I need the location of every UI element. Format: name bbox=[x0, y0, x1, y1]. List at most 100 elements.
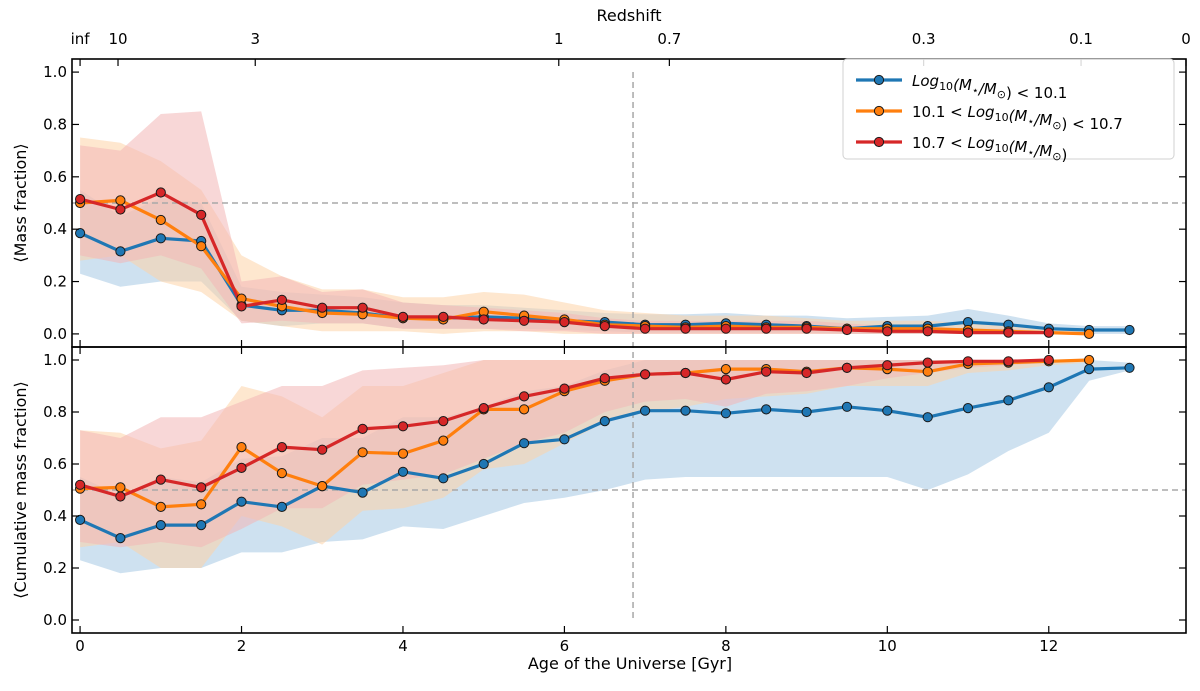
xtick-label: 0 bbox=[75, 637, 85, 655]
bottom-point-series-3 bbox=[599, 373, 610, 384]
bottom-ytick-label: 0.8 bbox=[43, 403, 67, 421]
bottom-point-series-3 bbox=[397, 421, 409, 432]
bottom-point-series-1 bbox=[1043, 382, 1054, 393]
top-point-series-3 bbox=[317, 302, 328, 313]
bottom-point-series-1 bbox=[599, 416, 610, 427]
bottom-point-series-1 bbox=[761, 404, 772, 415]
bottom-ytick-label: 0.6 bbox=[43, 455, 67, 473]
bottom-point-series-2 bbox=[155, 501, 166, 512]
bottom-point-series-2 bbox=[276, 468, 287, 479]
top-ytick-label: 0.6 bbox=[43, 168, 67, 186]
top-point-series-3 bbox=[801, 323, 812, 334]
bottom-point-series-2 bbox=[357, 447, 368, 458]
bottom-point-series-3 bbox=[640, 369, 651, 380]
bottom-point-series-1 bbox=[236, 496, 247, 507]
bottom-point-series-3 bbox=[559, 383, 570, 394]
top-ytick-label: 0.4 bbox=[43, 220, 67, 238]
top-point-series-3 bbox=[962, 327, 974, 338]
top-point-series-1 bbox=[115, 246, 126, 257]
top-band-series-3 bbox=[80, 111, 1049, 334]
bottom-point-series-2 bbox=[397, 448, 409, 459]
bottom-point-series-3 bbox=[196, 482, 207, 493]
legend-marker-series-2 bbox=[873, 105, 885, 117]
bottom-point-series-1 bbox=[155, 520, 166, 531]
x-axis-label: Age of the Universe [Gyr] bbox=[528, 654, 732, 673]
bottom-point-series-2 bbox=[115, 482, 126, 493]
bottom-point-series-3 bbox=[761, 366, 772, 377]
top-point-series-3 bbox=[397, 311, 409, 322]
bottom-panel-bands bbox=[80, 360, 1130, 574]
bottom-point-series-3 bbox=[882, 360, 893, 371]
bottom-point-series-2 bbox=[438, 435, 449, 446]
top-point-series-3 bbox=[720, 323, 732, 334]
top-point-series-2 bbox=[115, 195, 126, 206]
legend: Log10(M⋆/M⊙) < 10.110.1 < Log10(M⋆/M⊙) <… bbox=[842, 58, 1175, 164]
xtick-label: 4 bbox=[398, 637, 408, 655]
bottom-point-series-3 bbox=[519, 391, 530, 402]
redshift-tick-label: 10 bbox=[108, 30, 127, 48]
redshift-tick-label: inf bbox=[71, 30, 91, 48]
bottom-panel-frame bbox=[71, 346, 1187, 634]
bottom-point-series-3 bbox=[438, 416, 449, 427]
bottom-point-series-1 bbox=[438, 473, 449, 484]
bottom-point-series-3 bbox=[115, 491, 126, 502]
bottom-point-series-1 bbox=[1003, 395, 1014, 406]
top-point-series-2 bbox=[155, 214, 166, 226]
top-point-series-3 bbox=[1043, 327, 1054, 338]
bottom-point-series-1 bbox=[276, 501, 287, 512]
bottom-point-series-3 bbox=[1043, 354, 1054, 366]
redshift-tick-label: 0 bbox=[1181, 30, 1191, 48]
bottom-point-series-3 bbox=[720, 374, 732, 385]
bottom-point-series-3 bbox=[922, 357, 933, 368]
bottom-point-series-2 bbox=[720, 364, 732, 375]
legend-frame bbox=[842, 58, 1175, 160]
top-panel-ylabel: ⟨Mass fraction⟩ bbox=[11, 143, 30, 262]
top-ytick-label: 0.8 bbox=[43, 115, 67, 133]
bottom-point-series-1 bbox=[75, 514, 86, 526]
bottom-point-series-1 bbox=[1124, 362, 1135, 373]
bottom-point-series-1 bbox=[640, 405, 651, 416]
bottom-band-series-3 bbox=[80, 360, 1049, 548]
top-point-series-1 bbox=[155, 233, 166, 244]
bottom-point-series-3 bbox=[236, 462, 247, 473]
bottom-point-series-1 bbox=[962, 403, 974, 414]
bottom-point-series-1 bbox=[841, 401, 853, 412]
top-point-series-1 bbox=[75, 228, 86, 239]
legend-label-series-2: 10.1 < Log10(M⋆/M⊙) < 10.7 bbox=[912, 103, 1123, 133]
bottom-point-series-3 bbox=[680, 367, 691, 379]
top-point-series-2 bbox=[1084, 328, 1095, 339]
bottom-point-series-3 bbox=[155, 474, 166, 485]
top-ytick-label: 0.2 bbox=[43, 273, 67, 291]
redshift-tick-label: 3 bbox=[250, 30, 260, 48]
bottom-point-series-2 bbox=[236, 442, 247, 453]
bottom-point-series-2 bbox=[1084, 354, 1095, 366]
redshift-tick-label: 0.1 bbox=[1069, 30, 1093, 48]
bottom-point-series-1 bbox=[922, 412, 933, 423]
bottom-line-series-2 bbox=[80, 358, 1090, 509]
top-point-series-3 bbox=[357, 302, 368, 313]
legend-label-series-1: Log10(M⋆/M⊙) < 10.1 bbox=[912, 72, 1067, 102]
top-point-series-1 bbox=[1124, 324, 1135, 336]
series-markers bbox=[75, 187, 1135, 544]
top-point-series-2 bbox=[196, 241, 207, 252]
bottom-point-series-2 bbox=[196, 499, 207, 510]
bottom-point-series-1 bbox=[1084, 364, 1095, 375]
bottom-ytick-label: 0.2 bbox=[43, 559, 67, 577]
top-axis-label: Redshift bbox=[597, 6, 662, 25]
top-point-series-3 bbox=[640, 323, 651, 334]
top-point-series-3 bbox=[155, 187, 166, 198]
bottom-point-series-1 bbox=[357, 487, 368, 498]
top-point-series-3 bbox=[882, 326, 893, 337]
top-point-series-3 bbox=[519, 315, 530, 326]
bottom-ytick-label: 0.0 bbox=[43, 611, 67, 629]
bottom-panel-ylabel: ⟨Cumulative mass fraction⟩ bbox=[11, 381, 30, 599]
bottom-point-series-3 bbox=[478, 403, 489, 414]
top-line-series-2 bbox=[79, 198, 1090, 336]
xtick-label: 2 bbox=[237, 637, 247, 655]
bottom-point-series-3 bbox=[357, 423, 368, 434]
bottom-point-series-1 bbox=[196, 520, 207, 531]
bottom-point-series-1 bbox=[478, 458, 489, 470]
top-point-series-3 bbox=[478, 314, 489, 325]
bottom-point-series-1 bbox=[720, 408, 732, 419]
bottom-point-series-1 bbox=[801, 406, 812, 418]
